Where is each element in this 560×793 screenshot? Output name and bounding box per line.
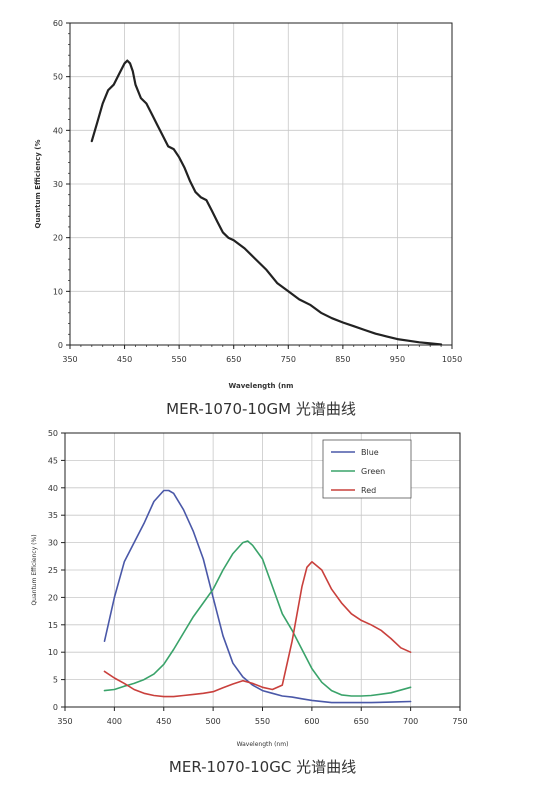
x-tick-label: 650 <box>354 717 369 726</box>
x-tick-label: 350 <box>62 355 77 364</box>
x-tick-label: 550 <box>172 355 187 364</box>
x-tick-label: 450 <box>117 355 132 364</box>
x-tick-label: 1050 <box>442 355 462 364</box>
y-tick-label: 50 <box>48 429 58 438</box>
legend-label-red: Red <box>361 486 376 495</box>
y-tick-label: 0 <box>58 341 63 350</box>
series-line-red <box>103 560 412 698</box>
y-tick-label: 45 <box>48 456 58 465</box>
x-tick-label: 750 <box>452 717 467 726</box>
y-tick-label: 50 <box>53 73 63 82</box>
y-axis-label: Quantum Efficiency (%) <box>31 534 38 605</box>
y-tick-label: 20 <box>48 593 58 602</box>
x-axis-label: Wavelength (nm) <box>237 741 289 748</box>
y-tick-label: 30 <box>48 539 58 548</box>
y-tick-label: 60 <box>53 19 63 28</box>
x-tick-label: 950 <box>390 355 405 364</box>
y-tick-label: 5 <box>53 676 58 685</box>
y-tick-label: 10 <box>53 287 63 296</box>
y-tick-label: 0 <box>53 703 58 712</box>
chart-1: 350 450 550 650 750 850 950 1050 0 10 20 30 40 50 60 Qu… <box>34 19 462 418</box>
y-tick-label: 35 <box>48 511 58 520</box>
y-axis-label: Quantum Efficiency (% <box>34 140 42 229</box>
x-tick-label: 500 <box>205 717 220 726</box>
series-line-blue <box>103 489 412 704</box>
y-tick-label: 40 <box>53 126 63 135</box>
x-tick-label: 700 <box>403 717 418 726</box>
x-tick-label: 550 <box>255 717 270 726</box>
y-tick-label: 25 <box>48 566 58 575</box>
y-tick-label: 15 <box>48 621 58 630</box>
x-tick-label: 600 <box>304 717 319 726</box>
legend-box <box>322 439 412 499</box>
x-tick-label: 400 <box>107 717 122 726</box>
y-tick-label: 40 <box>48 484 58 493</box>
x-tick-label: 650 <box>226 355 241 364</box>
x-tick-label: 350 <box>57 717 72 726</box>
series-line <box>90 59 443 346</box>
y-tick-label: 30 <box>53 180 63 189</box>
legend-label-green: Green <box>361 467 385 476</box>
series-line-green <box>103 540 412 697</box>
chart-2: 350 400 450 500 550 600 650 700 750 0 5 10 15 20 25 30 3… <box>31 429 468 776</box>
y-tick-label: 20 <box>53 234 63 243</box>
chart-caption: MER-1070-10GM 光谱曲线 <box>166 400 356 418</box>
x-tick-label: 450 <box>156 717 171 726</box>
x-tick-label: 850 <box>335 355 350 364</box>
x-tick-label: 750 <box>281 355 296 364</box>
x-axis-label: Wavelength (nm <box>229 382 294 390</box>
y-tick-label: 10 <box>48 648 58 657</box>
legend-label-blue: Blue <box>361 448 379 457</box>
legend: Blue Green Red <box>322 439 412 499</box>
chart-caption: MER-1070-10GC 光谱曲线 <box>169 758 356 776</box>
